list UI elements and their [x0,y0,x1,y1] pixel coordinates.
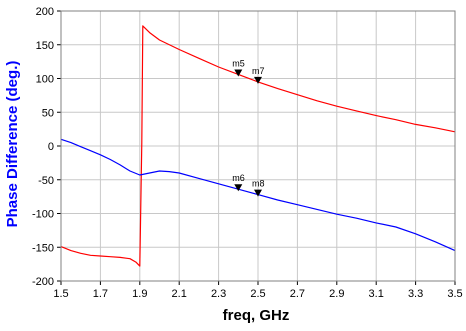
y-tick-label: -150 [32,242,54,254]
x-tick-label: 3.1 [369,288,384,300]
marker-triangle-m6 [234,184,243,192]
x-tick-label: 3.3 [408,288,423,300]
x-tick-label: 2.5 [250,288,265,300]
x-tick-label: 3.5 [447,288,462,300]
y-tick-label: 0 [48,141,54,153]
x-tick-label: 2.3 [211,288,226,300]
y-tick-label: -50 [38,175,54,187]
x-tick-label: 2.9 [329,288,344,300]
y-axis-label: Phase Difference (deg.) [4,61,21,228]
y-tick-label: 100 [36,74,54,86]
grid [57,10,456,285]
y-tick-label: 150 [36,40,54,52]
marker-triangle-m7 [254,76,262,84]
x-tick-label: 1.5 [53,288,68,300]
x-tick-label: 2.7 [290,288,305,300]
marker-layer: m5 m7 m6 m8 [232,58,265,197]
y-tick-labels: 200 150 100 50 0 -50 -100 -150 -200 [32,6,54,288]
marker-label-m7: m7 [252,66,265,76]
x-tick-label: 2.1 [172,288,187,300]
marker-label-m6: m6 [232,173,245,183]
x-tick-labels: 1.5 1.7 1.9 2.1 2.3 2.5 2.7 2.9 3.1 3.3 3.5 [53,288,462,300]
blue-phase-series-line [60,138,456,252]
y-tick-label: -100 [32,209,54,221]
y-tick-label: 200 [36,6,54,18]
marker-triangle-m8 [254,189,262,197]
red-phase-series-line [60,25,456,267]
marker-label-m5: m5 [232,58,245,68]
y-tick-label: 50 [42,107,54,119]
x-tick-label: 1.7 [93,288,108,300]
x-axis-label: freq, GHz [223,307,290,324]
marker-label-m8: m8 [252,179,265,189]
x-tick-label: 1.9 [132,288,147,300]
marker-triangle-m5 [234,69,243,77]
series-layer [60,25,456,267]
y-tick-label: -200 [32,276,54,288]
plot-area-border [60,10,456,282]
